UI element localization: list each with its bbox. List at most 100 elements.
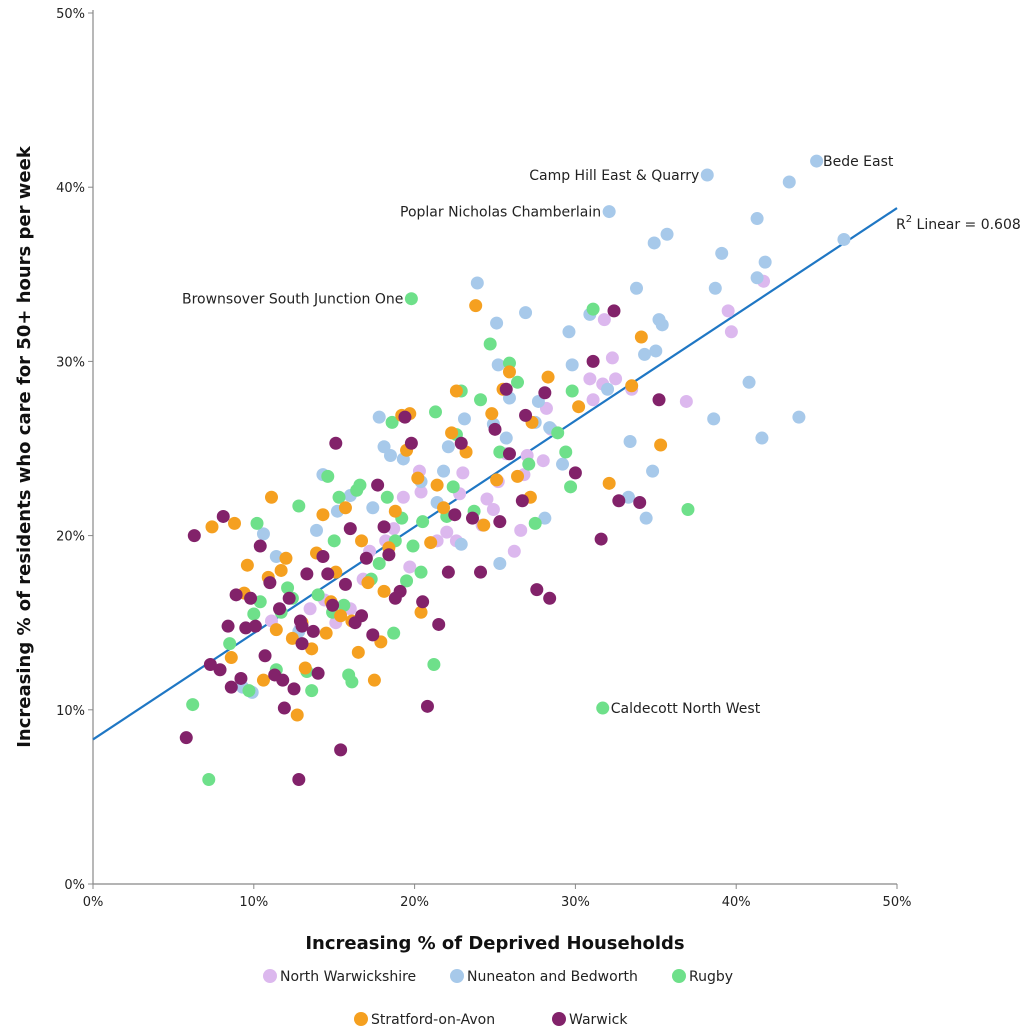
point-north-warwickshire [605, 351, 619, 365]
point-stratford-on-avon [511, 469, 525, 483]
point-warwick [652, 393, 666, 407]
point-warwick [258, 649, 272, 663]
point-rugby [404, 292, 418, 306]
point-warwick [292, 772, 306, 786]
legend-swatch-nuneaton-and-bedworth [450, 969, 464, 983]
point-stratford-on-avon [437, 501, 451, 515]
point-nuneaton-and-bedworth [782, 175, 796, 189]
point-warwick [221, 619, 235, 633]
x-axis-title: Increasing % of Deprived Households [305, 933, 684, 954]
point-warwick [586, 354, 600, 368]
point-rugby [223, 637, 237, 651]
point-north-warwickshire [583, 372, 597, 386]
y-tick-label: 10% [56, 704, 85, 719]
x-tick-label: 50% [883, 895, 912, 910]
point-north-warwickshire [679, 394, 693, 408]
point-nuneaton-and-bedworth [639, 511, 653, 525]
y-tick-label: 50% [56, 7, 85, 22]
point-stratford-on-avon [477, 518, 491, 532]
legend-label-nuneaton-and-bedworth: Nuneaton and Bedworth [467, 969, 638, 985]
point-rugby [483, 337, 497, 351]
point-nuneaton-and-bedworth [750, 271, 764, 285]
point-rugby [429, 405, 443, 419]
point-rugby [511, 375, 525, 389]
point-rugby [342, 668, 356, 682]
point-stratford-on-avon [424, 536, 438, 550]
point-annotation: Camp Hill East & Quarry [529, 168, 699, 184]
point-nuneaton-and-bedworth [490, 316, 504, 330]
x-tick-label: 30% [561, 895, 590, 910]
point-stratford-on-avon [240, 558, 254, 572]
point-stratford-on-avon [290, 708, 304, 722]
point-rugby [427, 658, 441, 672]
point-warwick [538, 386, 552, 400]
point-nuneaton-and-bedworth [538, 511, 552, 525]
point-warwick [519, 408, 533, 422]
point-stratford-on-avon [602, 476, 616, 490]
point-north-warwickshire [507, 544, 521, 558]
point-warwick [287, 682, 301, 696]
point-stratford-on-avon [485, 407, 499, 421]
point-nuneaton-and-bedworth [256, 527, 270, 541]
point-nuneaton-and-bedworth [310, 523, 324, 537]
point-annotations: Bede East Camp Hill East & Quarry Poplar N… [182, 154, 894, 717]
point-warwick [488, 422, 502, 436]
legend-label-north-warwickshire: North Warwickshire [280, 969, 416, 985]
point-warwick [515, 494, 529, 508]
point-rugby [551, 426, 565, 440]
point-nuneaton-and-bedworth [792, 410, 806, 424]
legend-swatch-stratford-on-avon [354, 1012, 368, 1026]
legend-label-warwick: Warwick [569, 1012, 628, 1028]
point-nuneaton-and-bedworth [372, 410, 386, 424]
point-nuneaton-and-bedworth [562, 325, 576, 339]
point-stratford-on-avon [430, 478, 444, 492]
point-warwick [316, 550, 330, 564]
y-tick-label: 30% [56, 355, 85, 370]
point-warwick [377, 520, 391, 534]
y-axis-title: Increasing % of residents who care for 5… [14, 145, 35, 748]
point-stratford-on-avon [274, 563, 288, 577]
point-warwick [224, 680, 238, 694]
point-nuneaton-and-bedworth [602, 205, 616, 219]
point-stratford-on-avon [338, 501, 352, 515]
point-warwick [277, 701, 291, 715]
point-nuneaton-and-bedworth [660, 227, 674, 241]
point-warwick [282, 591, 296, 605]
point-rugby [528, 516, 542, 530]
point-annotation: Caldecott North West [611, 701, 761, 717]
point-rugby [372, 556, 386, 570]
point-rugby [350, 483, 364, 497]
y-tick-label: 20% [56, 530, 85, 545]
point-warwick [382, 548, 396, 562]
point-nuneaton-and-bedworth [623, 435, 637, 449]
point-nuneaton-and-bedworth [707, 412, 721, 426]
legend: North Warwickshire Nuneaton and Bedworth R… [263, 969, 733, 1028]
point-warwick [273, 602, 287, 616]
point-warwick [213, 663, 227, 677]
point-warwick [404, 436, 418, 450]
point-nuneaton-and-bedworth [715, 246, 729, 260]
point-nuneaton-and-bedworth [519, 306, 533, 320]
point-rugby [202, 772, 216, 786]
point-nuneaton-and-bedworth [750, 212, 764, 226]
point-rugby [493, 445, 507, 459]
point-rugby [332, 490, 346, 504]
x-tick-label: 10% [239, 895, 268, 910]
point-warwick [493, 515, 507, 529]
point-stratford-on-avon [298, 661, 312, 675]
point-nuneaton-and-bedworth [810, 154, 824, 168]
point-stratford-on-avon [316, 508, 330, 522]
point-stratford-on-avon [361, 576, 375, 590]
point-nuneaton-and-bedworth [565, 358, 579, 372]
point-north-warwickshire [586, 393, 600, 407]
point-warwick [607, 304, 621, 318]
point-warwick [293, 614, 307, 628]
point-rugby [327, 534, 341, 548]
legend-label-stratford-on-avon: Stratford-on-Avon [371, 1012, 495, 1028]
point-stratford-on-avon [388, 504, 402, 518]
point-north-warwickshire [609, 372, 623, 386]
point-rugby [311, 588, 325, 602]
point-rugby [446, 480, 460, 494]
point-stratford-on-avon [411, 471, 425, 485]
